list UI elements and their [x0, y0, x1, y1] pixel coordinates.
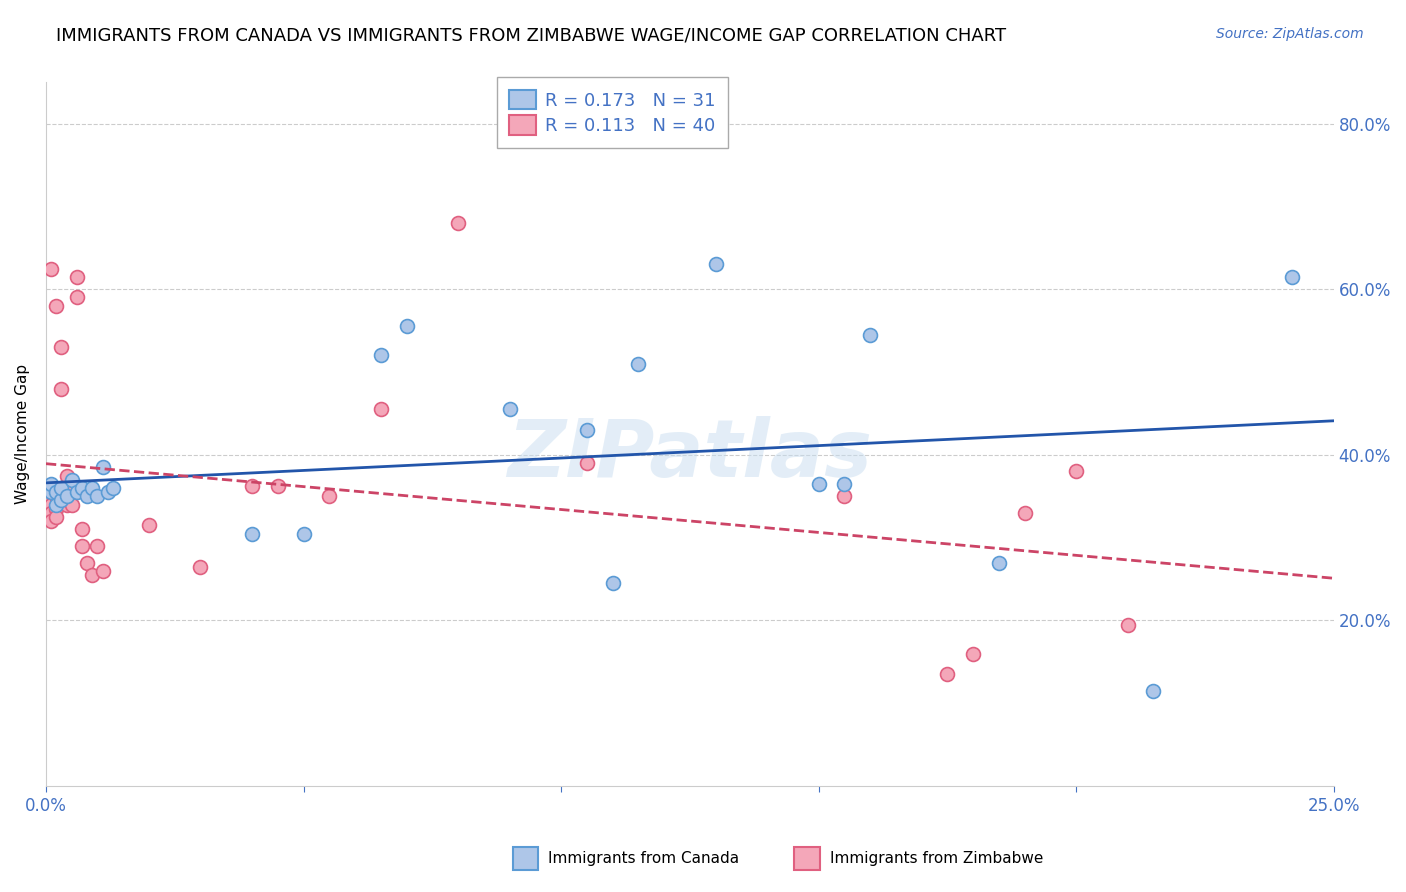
Point	[60, 498, 83, 512]
Point	[51, 485, 73, 500]
Point	[70, 539, 93, 553]
Point	[575, 456, 598, 470]
Point	[51, 340, 73, 354]
Point	[55, 498, 77, 512]
Point	[45, 299, 67, 313]
Point	[82, 481, 104, 495]
Text: Immigrants from Canada: Immigrants from Canada	[548, 851, 740, 866]
Point	[39, 514, 62, 528]
Point	[807, 476, 830, 491]
Text: IMMIGRANTS FROM CANADA VS IMMIGRANTS FROM ZIMBABWE WAGE/INCOME GAP CORRELATION C: IMMIGRANTS FROM CANADA VS IMMIGRANTS FRO…	[56, 27, 1007, 45]
Point	[834, 489, 856, 503]
Point	[76, 556, 98, 570]
Point	[370, 349, 392, 363]
Point	[66, 291, 89, 305]
Point	[39, 261, 62, 276]
Point	[190, 559, 212, 574]
Point	[97, 485, 120, 500]
Point	[55, 489, 77, 503]
Point	[66, 269, 89, 284]
Point	[498, 402, 520, 417]
Point	[1064, 464, 1087, 478]
Point	[39, 476, 62, 491]
Point	[45, 485, 67, 500]
Point	[859, 327, 882, 342]
Point	[70, 481, 93, 495]
Point	[602, 576, 624, 591]
Point	[39, 506, 62, 520]
Text: ZIPatlas: ZIPatlas	[508, 417, 872, 494]
Point	[575, 423, 598, 437]
Point	[834, 476, 856, 491]
Point	[447, 216, 470, 230]
Point	[60, 473, 83, 487]
Point	[51, 481, 73, 495]
Point	[395, 319, 418, 334]
Point	[240, 479, 263, 493]
Point	[101, 481, 124, 495]
Point	[82, 568, 104, 582]
Point	[45, 498, 67, 512]
Point	[70, 522, 93, 536]
Point	[627, 357, 650, 371]
Point	[45, 501, 67, 516]
Point	[962, 647, 984, 661]
Point	[86, 489, 108, 503]
Point	[936, 667, 959, 681]
Point	[1116, 617, 1139, 632]
Point	[60, 481, 83, 495]
Point	[1014, 506, 1036, 520]
Point	[51, 493, 73, 508]
Point	[240, 526, 263, 541]
Point	[318, 489, 340, 503]
Point	[39, 498, 62, 512]
Y-axis label: Wage/Income Gap: Wage/Income Gap	[15, 364, 30, 504]
Point	[267, 479, 290, 493]
Point	[1281, 269, 1303, 284]
Point	[39, 485, 62, 500]
Point	[91, 460, 114, 475]
Point	[55, 481, 77, 495]
Point	[370, 402, 392, 417]
Point	[45, 510, 67, 524]
Point	[704, 257, 727, 271]
Point	[138, 518, 160, 533]
Point	[987, 556, 1010, 570]
Point	[76, 489, 98, 503]
Point	[292, 526, 315, 541]
Point	[1142, 684, 1164, 698]
Point	[66, 485, 89, 500]
Point	[51, 382, 73, 396]
Point	[55, 468, 77, 483]
Point	[91, 564, 114, 578]
Point	[51, 493, 73, 508]
Text: Source: ZipAtlas.com: Source: ZipAtlas.com	[1216, 27, 1364, 41]
Point	[39, 485, 62, 500]
Point	[86, 539, 108, 553]
Legend: R = 0.173   N = 31, R = 0.113   N = 40: R = 0.173 N = 31, R = 0.113 N = 40	[496, 77, 728, 147]
Point	[45, 489, 67, 503]
Text: Immigrants from Zimbabwe: Immigrants from Zimbabwe	[830, 851, 1043, 866]
